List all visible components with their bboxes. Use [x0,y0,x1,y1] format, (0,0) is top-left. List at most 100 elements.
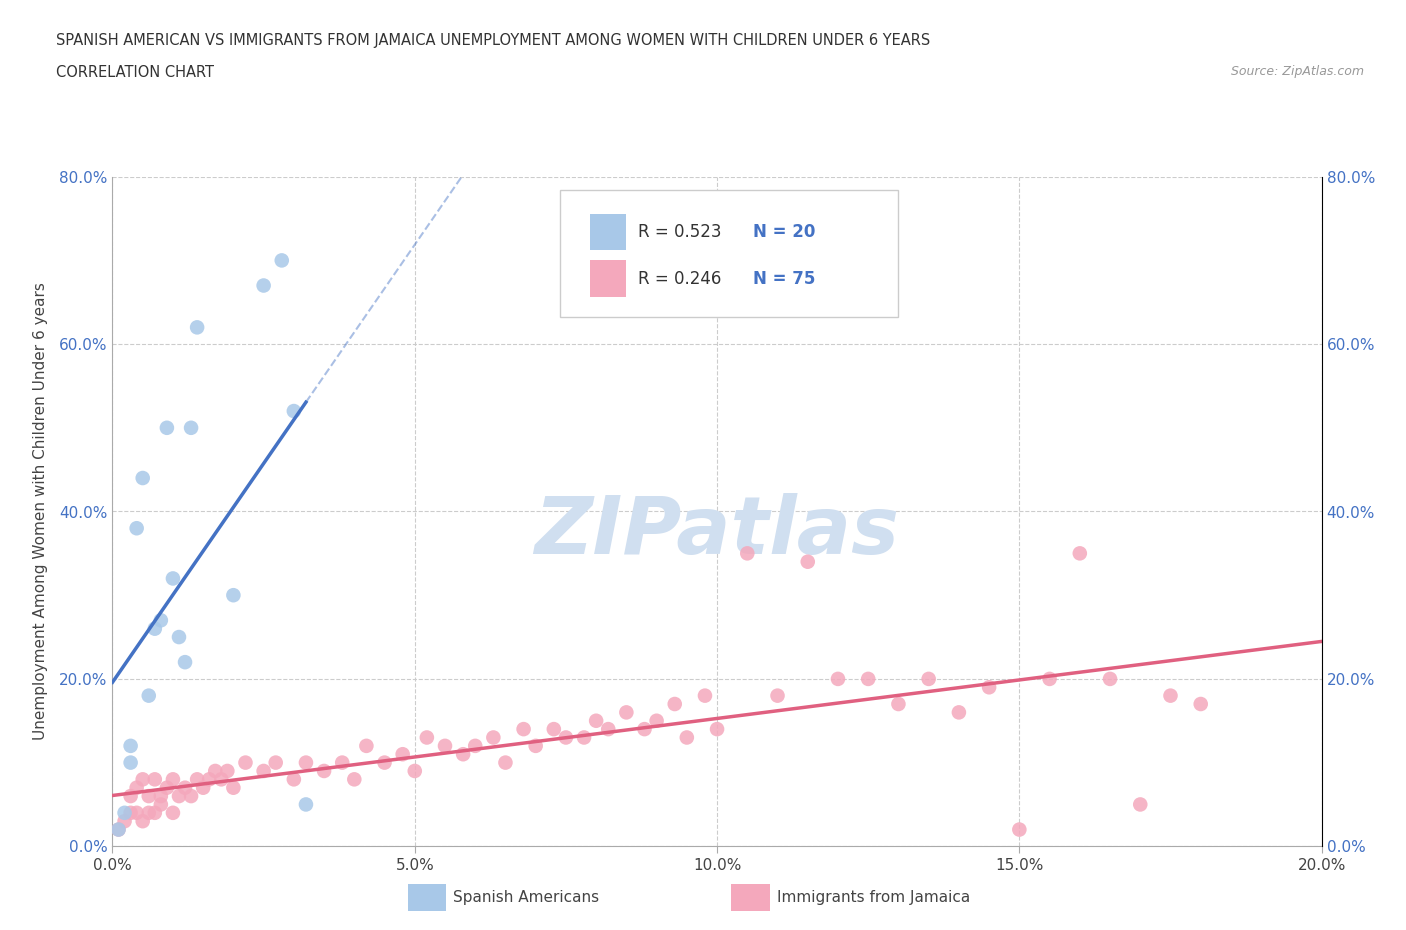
Point [138,688,160,703]
Text: CORRELATION CHART: CORRELATION CHART [56,65,214,80]
Point [149,797,172,812]
Point [404,764,426,778]
Point [314,764,336,778]
Point [374,755,396,770]
FancyBboxPatch shape [591,214,627,250]
Point [198,772,221,787]
Point [204,764,226,778]
Point [416,730,439,745]
Point [737,546,759,561]
Point [616,705,638,720]
Point [132,471,155,485]
Text: Spanish Americans: Spanish Americans [454,890,599,905]
Point [253,278,276,293]
Point [1008,822,1031,837]
Point [209,772,232,787]
Point [948,705,970,720]
Point [180,789,202,804]
Point [433,738,456,753]
Point [120,789,142,804]
Point [180,420,202,435]
Point [156,420,179,435]
Point [114,814,136,829]
Point [645,713,668,728]
Point [543,722,565,737]
Point [1038,671,1062,686]
FancyBboxPatch shape [591,260,627,298]
Point [1189,697,1212,711]
Point [143,621,166,636]
Text: SPANISH AMERICAN VS IMMIGRANTS FROM JAMAICA UNEMPLOYMENT AMONG WOMEN WITH CHILDR: SPANISH AMERICAN VS IMMIGRANTS FROM JAMA… [56,33,931,47]
FancyBboxPatch shape [560,190,898,317]
Point [143,772,166,787]
Text: Immigrants from Jamaica: Immigrants from Jamaica [778,890,970,905]
Point [512,722,534,737]
Point [125,780,148,795]
Point [156,780,179,795]
Point [856,671,880,686]
Point [222,780,245,795]
Point [107,822,129,837]
Point [295,797,318,812]
Point [693,688,716,703]
Point [977,680,1000,695]
Point [120,755,142,770]
Point [149,613,172,628]
Text: Source: ZipAtlas.com: Source: ZipAtlas.com [1230,65,1364,78]
Text: ZIPatlas: ZIPatlas [534,493,900,571]
Point [149,789,172,804]
Point [138,805,160,820]
Point [162,772,184,787]
Point [174,780,197,795]
Point [554,730,576,745]
Point [222,588,245,603]
Point [572,730,595,745]
Point [343,772,366,787]
Point [1159,688,1181,703]
Point [167,630,190,644]
Point [174,655,197,670]
Point [918,671,941,686]
Point [114,805,136,820]
Point [464,738,486,753]
Point [167,789,190,804]
Point [186,772,208,787]
Point [664,697,686,711]
Point [138,789,160,804]
Point [162,571,184,586]
Point [495,755,517,770]
Point [585,713,607,728]
Text: R = 0.246: R = 0.246 [638,270,721,287]
Point [598,722,620,737]
Point [524,738,547,753]
Point [391,747,413,762]
Point [633,722,655,737]
Point [827,671,849,686]
Point [125,521,148,536]
Y-axis label: Unemployment Among Women with Children Under 6 years: Unemployment Among Women with Children U… [32,283,48,740]
Point [796,554,818,569]
Point [330,755,353,770]
Point [186,320,208,335]
Point [1069,546,1091,561]
Point [482,730,505,745]
Point [132,814,155,829]
Point [766,688,789,703]
Point [451,747,474,762]
Point [264,755,287,770]
Point [107,822,129,837]
FancyBboxPatch shape [731,884,770,911]
Point [191,780,214,795]
Point [1129,797,1152,812]
Point [356,738,378,753]
Point [143,805,166,820]
Point [132,772,155,787]
Point [120,738,142,753]
Point [125,805,148,820]
Point [283,772,305,787]
Point [253,764,276,778]
Text: N = 75: N = 75 [754,270,815,287]
Text: N = 20: N = 20 [754,223,815,241]
Point [283,404,305,418]
FancyBboxPatch shape [408,884,447,911]
